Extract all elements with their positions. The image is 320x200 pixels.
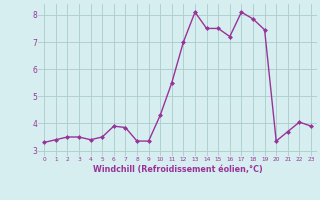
X-axis label: Windchill (Refroidissement éolien,°C): Windchill (Refroidissement éolien,°C) (93, 165, 262, 174)
